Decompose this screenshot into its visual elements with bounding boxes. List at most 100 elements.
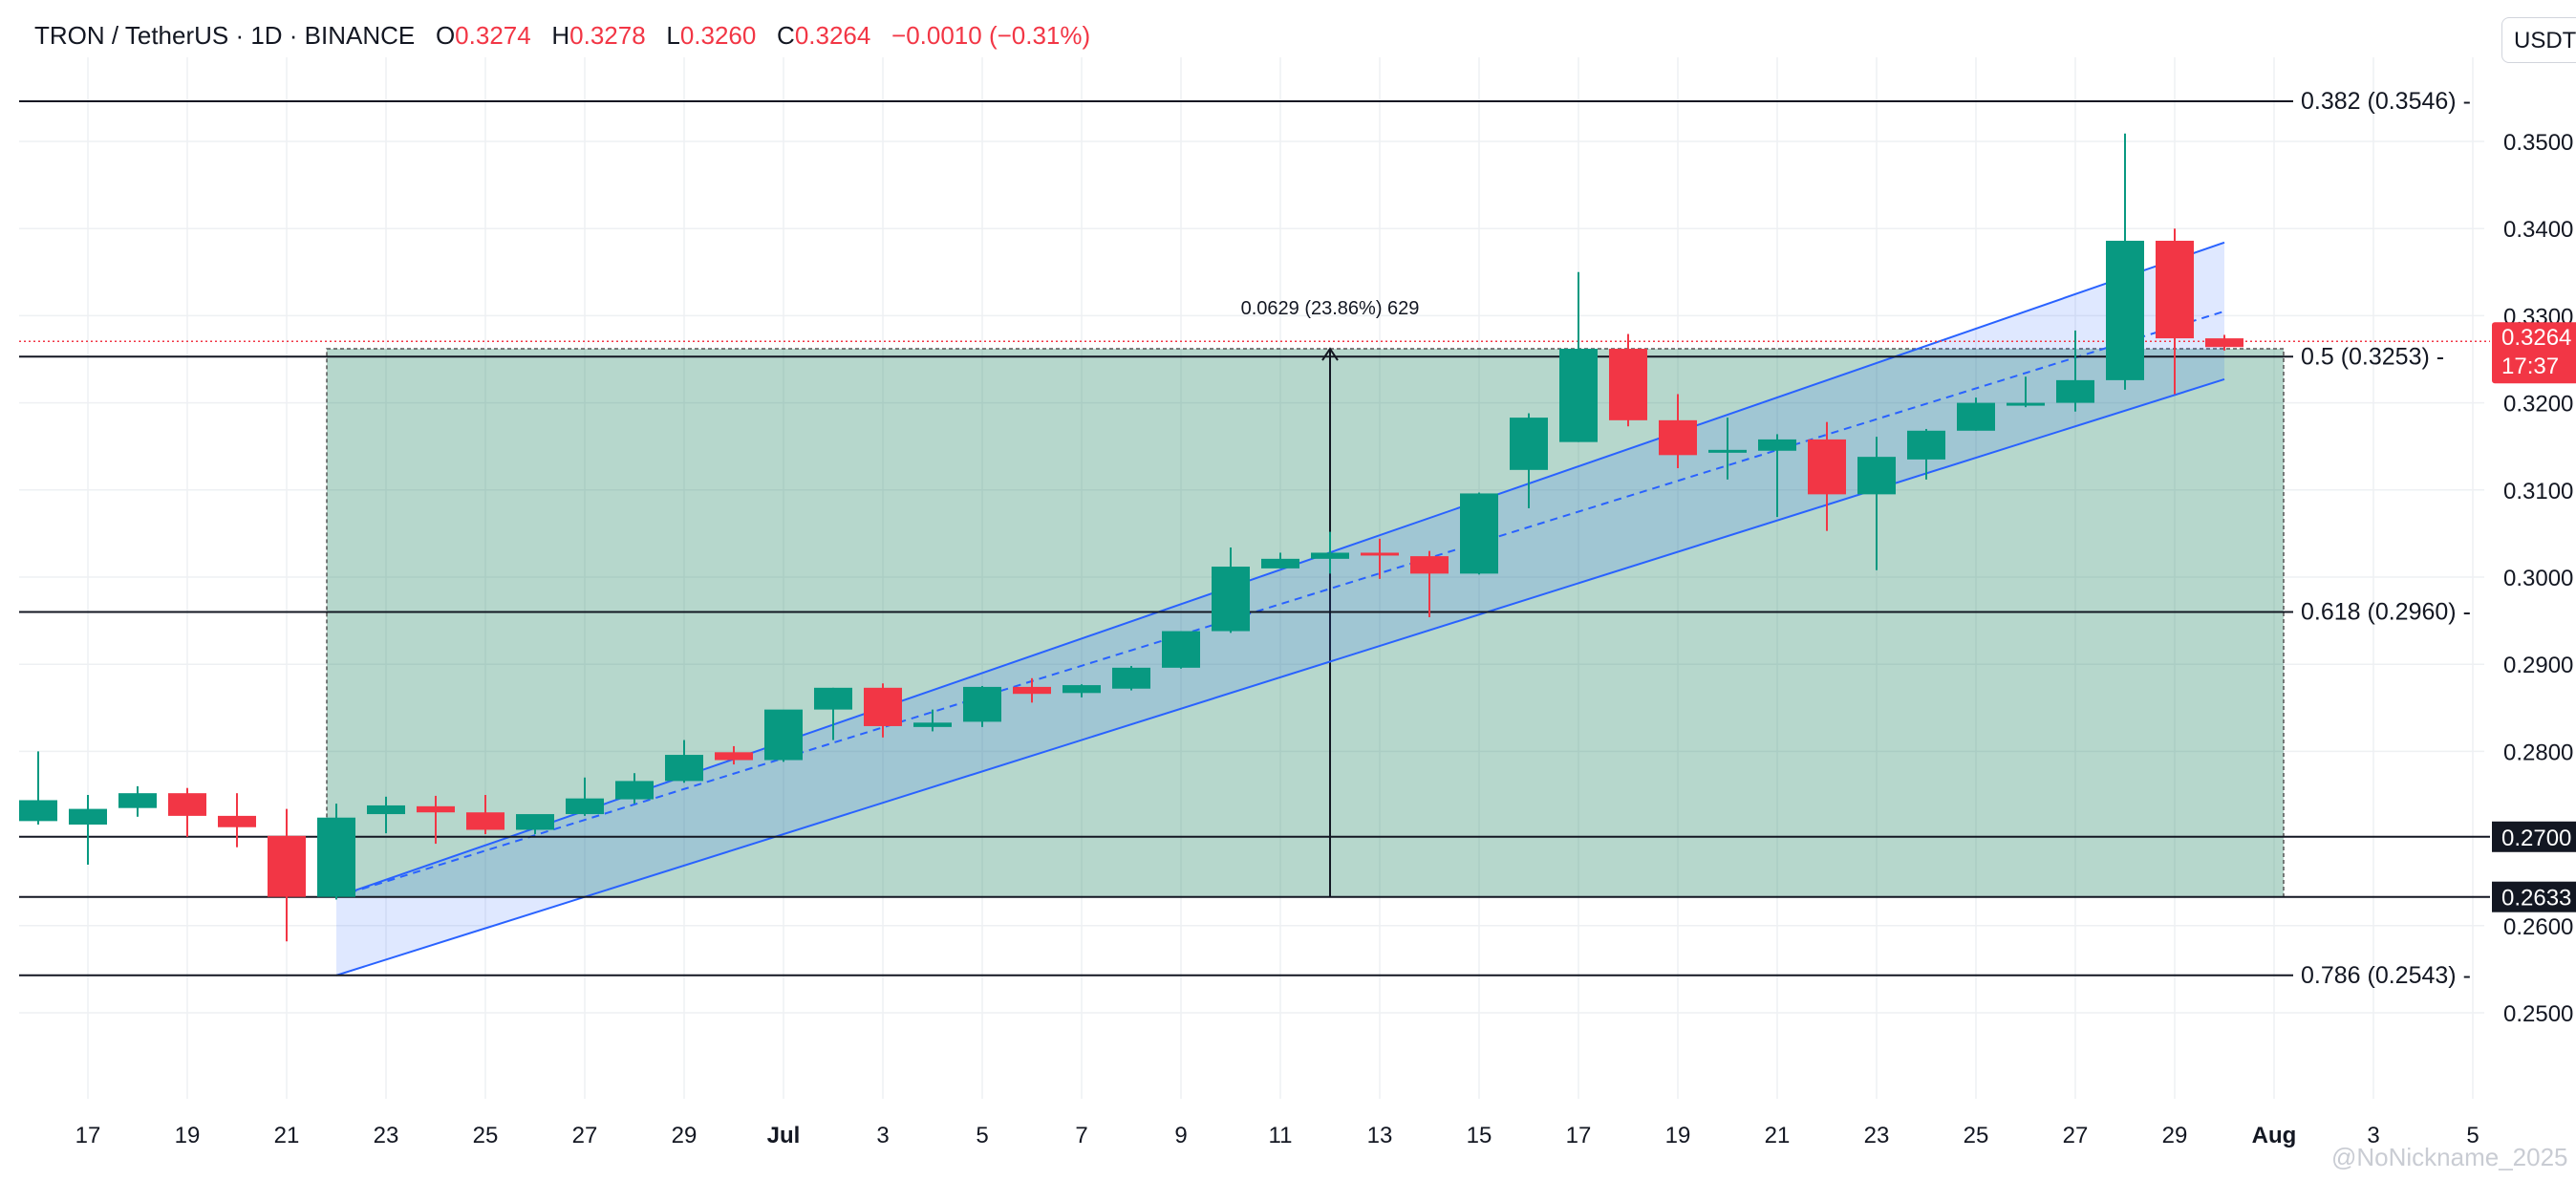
candle-body [367, 805, 405, 815]
candle-body [1410, 556, 1449, 574]
candle-body [2056, 379, 2094, 403]
candle-body [2106, 240, 2144, 380]
price-line-value: 0.2633 [2501, 886, 2571, 912]
candle-body [1957, 402, 1995, 431]
candle-body [1609, 349, 1647, 420]
candle-body [764, 709, 803, 761]
candle-body [1112, 667, 1150, 689]
candle-body [118, 793, 157, 808]
x-tick-label: 23 [374, 1123, 399, 1148]
candle-body [268, 835, 306, 897]
x-tick-label: 19 [175, 1123, 201, 1148]
change-value: −0.0010 (−0.31%) [891, 21, 1091, 50]
y-tick-label: 0.3000 [2503, 566, 2573, 591]
horizontal-lines [19, 100, 2490, 976]
candle-body [1907, 430, 1945, 460]
candle-body [1857, 457, 1896, 495]
y-tick-label: 0.3400 [2503, 217, 2573, 243]
fib-label: 0.618 (0.2960) - [2301, 598, 2471, 625]
candle-body [2205, 338, 2243, 348]
candle-body [913, 722, 952, 727]
candle-body [1311, 552, 1349, 559]
y-tick-label: 0.2800 [2503, 740, 2573, 765]
x-tick-label: 9 [1174, 1123, 1187, 1148]
channel-lower-line [335, 378, 2225, 976]
candle-body [1361, 552, 1399, 556]
y-tick-label: 0.3100 [2503, 479, 2573, 504]
x-tick-label: Aug [2252, 1123, 2297, 1148]
y-tick-label: 0.2500 [2503, 1001, 2573, 1027]
candle-body [2156, 240, 2194, 339]
currency-unit-button[interactable]: USDT [2501, 17, 2576, 63]
low-value: 0.3260 [679, 21, 757, 50]
candle-body [1162, 631, 1200, 668]
candle-body [1758, 439, 1796, 451]
candle-body [665, 755, 703, 782]
fib-label: 0.786 (0.2543) - [2301, 962, 2471, 989]
x-tick-label: 5 [976, 1123, 988, 1148]
y-tick-label: 0.2900 [2503, 653, 2573, 678]
fib-label: 0.382 (0.3546) - [2301, 88, 2471, 115]
x-tick-label: 29 [2162, 1123, 2188, 1148]
symbol-name[interactable]: TRON / TetherUS · 1D · BINANCE [34, 21, 416, 50]
candle-body [1212, 567, 1250, 632]
x-tick-label: 3 [876, 1123, 889, 1148]
x-tick-label: 27 [2063, 1123, 2089, 1148]
low-label: L [666, 21, 680, 50]
candle-body [417, 805, 455, 813]
range-area [326, 348, 2285, 898]
open-label: O [435, 21, 456, 50]
price-range-box [326, 347, 2285, 898]
candle-body [168, 793, 206, 816]
open-value: 0.3274 [455, 21, 531, 50]
candle-body [864, 687, 902, 726]
candle-body [715, 752, 753, 761]
x-tick-label: 27 [572, 1123, 598, 1148]
close-value: 0.3264 [794, 21, 871, 50]
high-label: H [551, 21, 570, 50]
fib-label: 0.5 (0.3253) - [2301, 343, 2444, 370]
last-price-value: 0.3264 [2501, 325, 2571, 351]
candlesticks [19, 133, 2243, 942]
last-price-tag [2492, 322, 2576, 384]
x-tick-label: 23 [1864, 1123, 1890, 1148]
x-tick-label: 17 [1566, 1123, 1592, 1148]
x-tick-label: 29 [672, 1123, 698, 1148]
candle-body [1659, 419, 1697, 456]
x-tick-label: 11 [1269, 1123, 1293, 1148]
time-axis: 17 19 21 23 25 27 29 Jul 3 5 7 9 11 13 15 17 19 21 23 25 27 2… [75, 1123, 2479, 1148]
x-tick-label: 15 [1467, 1123, 1492, 1148]
price-line-value: 0.2700 [2501, 826, 2571, 851]
x-tick-label: 13 [1367, 1123, 1393, 1148]
close-label: C [777, 21, 795, 50]
y-tick-label: 0.3200 [2503, 392, 2573, 418]
candle-body [566, 798, 604, 815]
candle-body [1063, 685, 1101, 694]
channel-fill [336, 242, 2224, 976]
x-tick-label: 5 [2466, 1123, 2479, 1148]
candle-body [317, 817, 355, 897]
x-tick-label: 17 [75, 1123, 101, 1148]
price-line-tag [2492, 821, 2576, 852]
x-tick-label: 19 [1665, 1123, 1691, 1148]
countdown-value: 17:37 [2501, 354, 2559, 379]
candle-body [963, 686, 1001, 722]
chart-labels: 0.0629 (23.86%) 629 0.382 (0.3546) - 0.5 (… [1241, 88, 2471, 989]
x-tick-label: 25 [1964, 1123, 1989, 1148]
candle-body [615, 781, 654, 800]
author-watermark: @NoNickname_2025 [2331, 1143, 2568, 1171]
x-tick-label: 7 [1075, 1123, 1087, 1148]
candle-body [1510, 418, 1548, 470]
measure-label: 0.0629 (23.86%) 629 [1241, 298, 1420, 319]
x-tick-label: 3 [2367, 1123, 2379, 1148]
y-tick-label: 0.2600 [2503, 914, 2573, 940]
candle-body [516, 814, 554, 830]
price-line-tag [2492, 881, 2576, 912]
candle-body [1460, 493, 1498, 574]
candle-body [1708, 449, 1747, 453]
candle-body [1013, 686, 1051, 695]
high-value: 0.3278 [569, 21, 646, 50]
price-axis: 0.27000.26330.35000.34000.33000.32000.31… [2492, 130, 2576, 1027]
candle-body [466, 812, 504, 830]
